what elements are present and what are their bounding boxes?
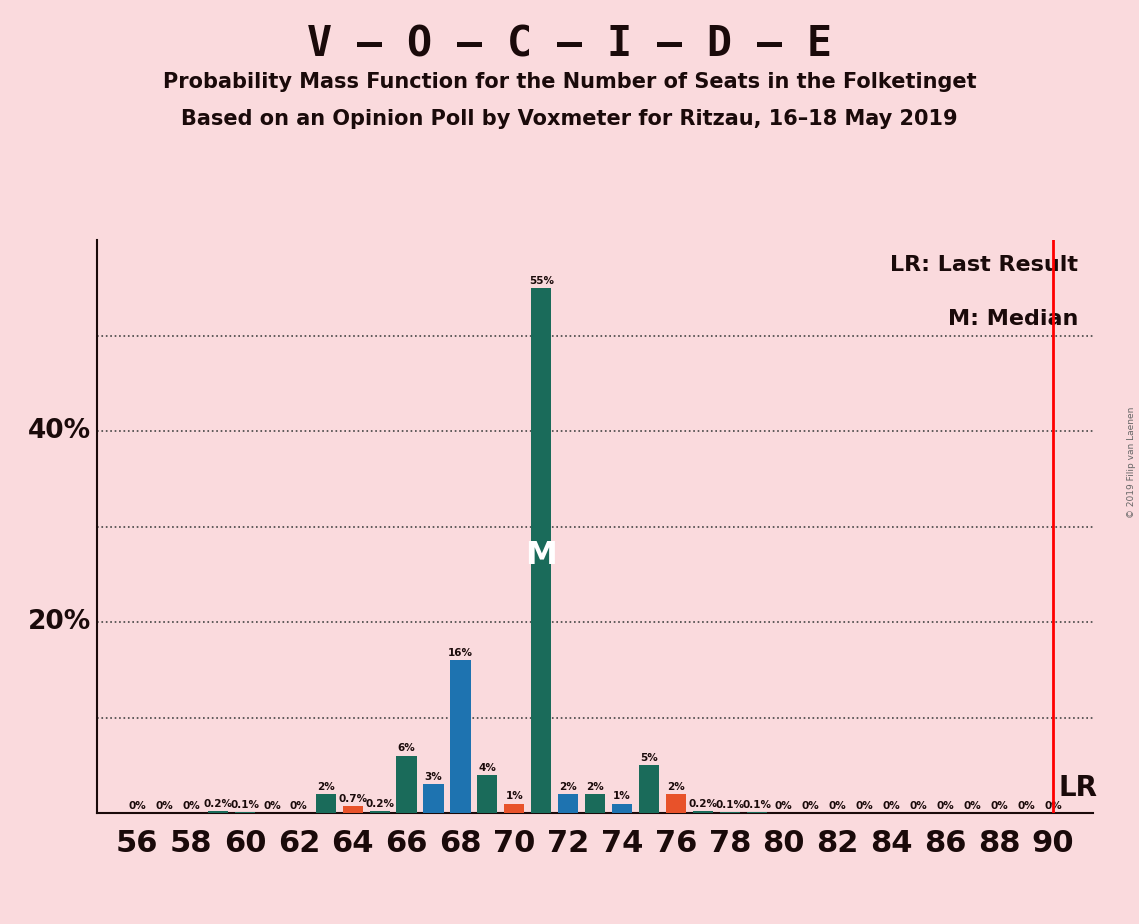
Bar [450,661,470,813]
Text: LR: Last Result: LR: Last Result [891,254,1079,274]
Text: 2%: 2% [317,782,335,792]
Text: M: Median: M: Median [948,309,1079,329]
Text: 0.2%: 0.2% [204,799,232,808]
Text: 0%: 0% [182,801,200,810]
Bar [585,794,605,813]
Bar [343,807,363,813]
Bar [235,812,255,813]
Bar [666,794,686,813]
Text: 0%: 0% [855,801,874,810]
Text: © 2019 Filip van Laenen: © 2019 Filip van Laenen [1126,407,1136,517]
Bar [208,811,228,813]
Text: 5%: 5% [640,753,658,763]
Bar [693,811,713,813]
Bar [369,811,390,813]
Bar [396,756,417,813]
Text: 0%: 0% [129,801,146,810]
Text: 2%: 2% [587,782,604,792]
Bar [612,804,632,813]
Text: 0%: 0% [909,801,927,810]
Text: 16%: 16% [448,648,473,658]
Text: 0%: 0% [155,801,173,810]
Text: 1%: 1% [506,791,523,801]
Text: 3%: 3% [425,772,442,782]
Text: 0%: 0% [936,801,954,810]
Text: 55%: 55% [528,275,554,286]
Text: 4%: 4% [478,762,497,772]
Text: 0%: 0% [883,801,900,810]
Text: 6%: 6% [398,744,416,753]
Text: 2%: 2% [559,782,577,792]
Text: 0.1%: 0.1% [743,800,771,809]
Text: 2%: 2% [667,782,685,792]
Text: 0.2%: 0.2% [366,799,394,808]
Bar [505,804,524,813]
Text: 0%: 0% [263,801,281,810]
Text: 0.7%: 0.7% [338,794,367,804]
Text: 0%: 0% [964,801,981,810]
Text: 0.2%: 0.2% [688,799,718,808]
Bar [720,812,740,813]
Text: 40%: 40% [28,419,91,444]
Bar [558,794,579,813]
Text: 0%: 0% [1044,801,1062,810]
Text: Based on an Opinion Poll by Voxmeter for Ritzau, 16–18 May 2019: Based on an Opinion Poll by Voxmeter for… [181,109,958,129]
Bar [747,812,767,813]
Bar [316,794,336,813]
Text: 0%: 0% [1017,801,1035,810]
Text: Probability Mass Function for the Number of Seats in the Folketinget: Probability Mass Function for the Number… [163,72,976,92]
Bar [477,775,498,813]
Text: 0%: 0% [775,801,793,810]
Bar [639,765,659,813]
Text: M: M [525,540,557,571]
Text: 0%: 0% [829,801,846,810]
Text: 0%: 0% [990,801,1008,810]
Bar [424,784,443,813]
Text: 0%: 0% [290,801,308,810]
Bar [531,288,551,813]
Text: 20%: 20% [27,609,91,635]
Text: 0%: 0% [802,801,819,810]
Text: 0.1%: 0.1% [230,800,260,809]
Text: 1%: 1% [613,791,631,801]
Text: LR: LR [1058,773,1097,802]
Text: V – O – C – I – D – E: V – O – C – I – D – E [308,23,831,65]
Text: 0.1%: 0.1% [715,800,744,809]
